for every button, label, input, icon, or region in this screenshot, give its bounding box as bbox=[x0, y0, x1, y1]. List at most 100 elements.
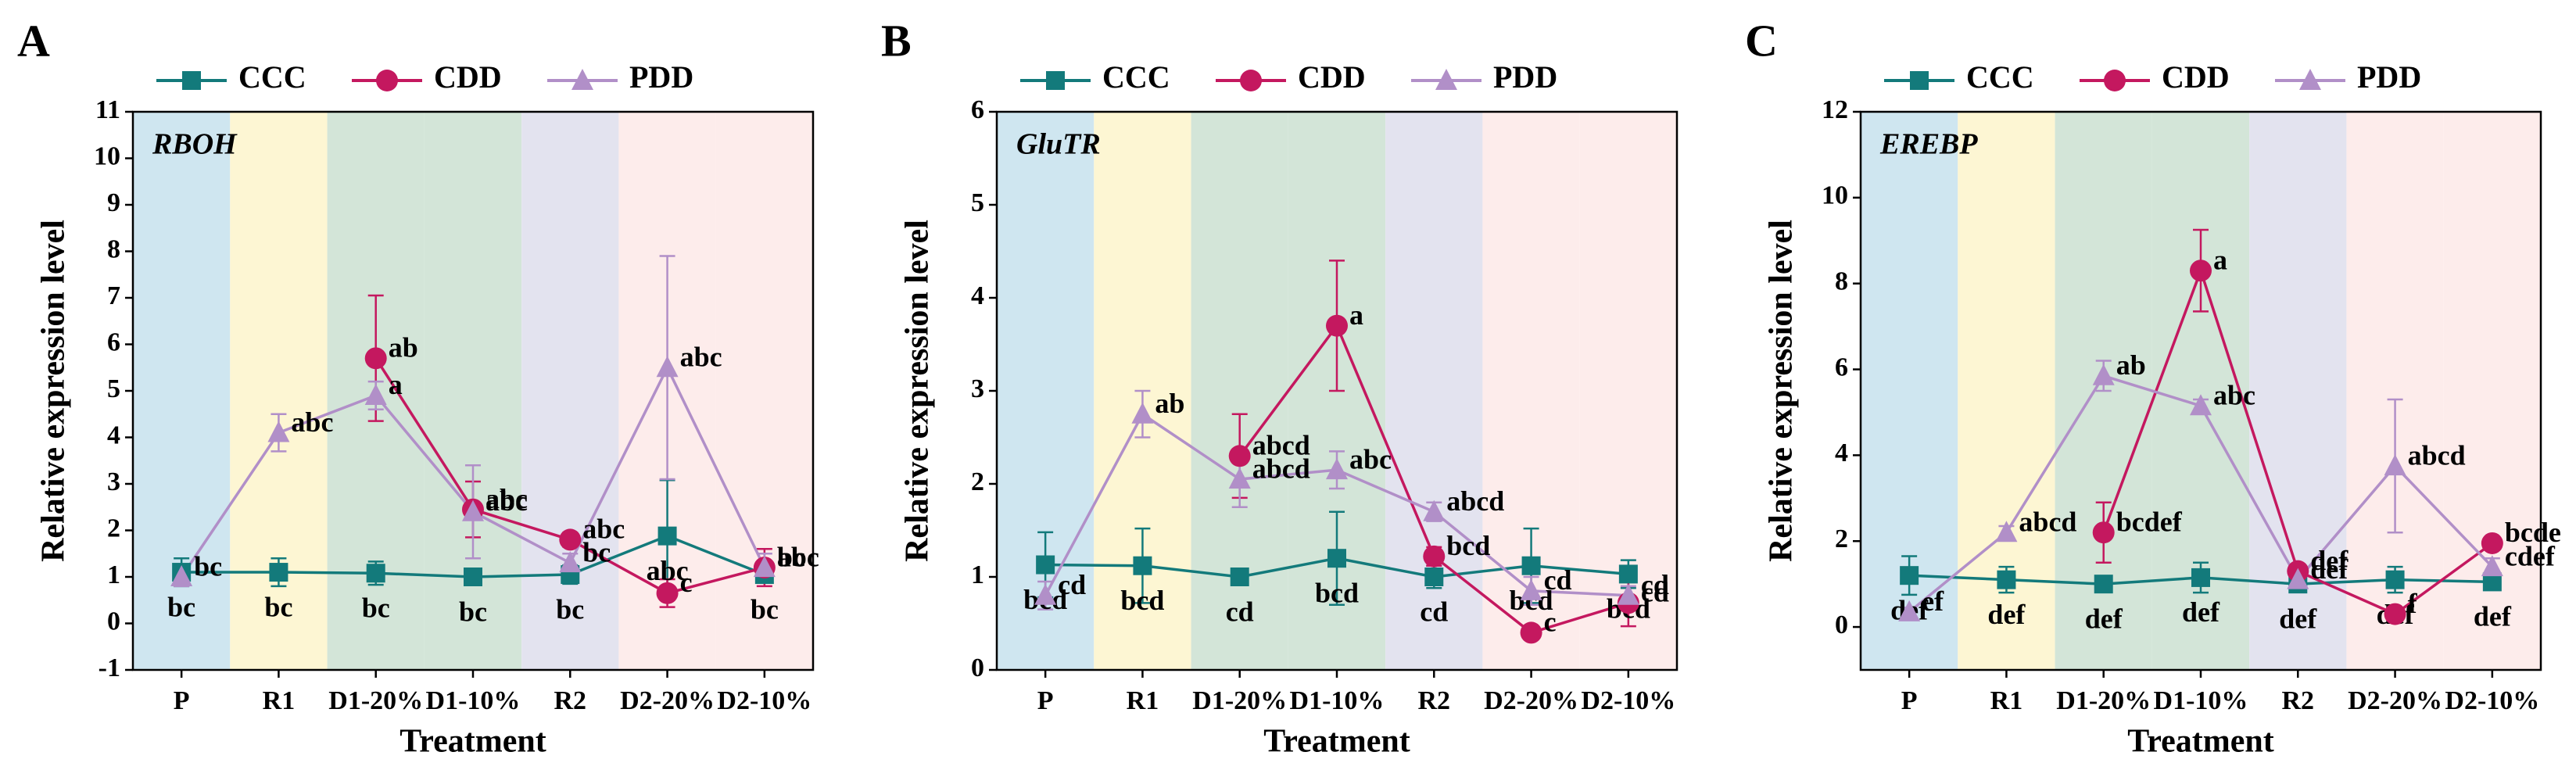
x-tick-label: D2-10% bbox=[1581, 686, 1675, 715]
significance-label: def bbox=[2310, 545, 2348, 576]
x-tick-label: R2 bbox=[2282, 686, 2315, 715]
significance-label: abcd bbox=[2408, 439, 2466, 471]
y-tick-label: 2 bbox=[1835, 525, 1848, 553]
point bbox=[656, 356, 679, 378]
legend-label: PDD bbox=[629, 59, 693, 95]
point bbox=[1997, 570, 2016, 589]
point bbox=[1618, 564, 1638, 584]
x-axis-title: Treatment bbox=[1263, 724, 1410, 760]
significance-label: abc bbox=[291, 406, 333, 438]
point bbox=[1326, 458, 1348, 480]
significance-label: bc bbox=[264, 591, 292, 622]
significance-label: abc bbox=[582, 514, 625, 545]
legend-marker bbox=[1435, 69, 1457, 90]
point bbox=[366, 564, 385, 583]
significance-label: ab bbox=[1155, 388, 1184, 419]
legend-marker bbox=[1910, 71, 1929, 90]
point bbox=[1898, 600, 1921, 621]
point bbox=[1133, 556, 1152, 575]
significance-label: ab bbox=[2116, 349, 2146, 381]
y-tick-label: 4 bbox=[107, 421, 120, 449]
point bbox=[2481, 555, 2503, 577]
significance-label: cd bbox=[1641, 577, 1669, 608]
legend-label: PDD bbox=[1493, 59, 1557, 95]
point bbox=[2190, 394, 2212, 416]
legend-marker bbox=[376, 70, 398, 91]
y-tick-label: 9 bbox=[107, 188, 120, 217]
significance-label: cd bbox=[1226, 596, 1254, 627]
y-tick-label: 7 bbox=[107, 281, 120, 310]
point bbox=[2190, 260, 2212, 282]
point bbox=[656, 582, 679, 604]
significance-label: bc bbox=[777, 541, 805, 572]
point bbox=[1617, 583, 1639, 605]
x-tick-label: P bbox=[1901, 686, 1918, 715]
legend-marker bbox=[571, 69, 593, 90]
x-tick-label: P bbox=[174, 686, 190, 715]
legend-marker bbox=[2299, 69, 2321, 90]
significance-label: cd bbox=[1544, 564, 1572, 596]
point bbox=[2384, 454, 2406, 476]
significance-label: f bbox=[2408, 588, 2418, 619]
point bbox=[1327, 549, 1346, 568]
significance-label: def bbox=[2474, 601, 2512, 632]
significance-label: bc bbox=[582, 536, 611, 568]
significance-label: bcd bbox=[1315, 577, 1359, 608]
significance-label: c bbox=[1544, 607, 1557, 638]
y-tick-label: 8 bbox=[107, 235, 120, 263]
significance-label: abc bbox=[647, 555, 689, 586]
significance-label: cd bbox=[1420, 596, 1448, 627]
significance-label: bcd bbox=[1446, 530, 1490, 561]
point bbox=[364, 347, 387, 370]
significance-label: abc bbox=[680, 342, 722, 373]
y-tick-label: 4 bbox=[971, 281, 984, 310]
significance-label: abcd bbox=[1446, 485, 1504, 517]
x-tick-label: D2-20% bbox=[620, 686, 715, 715]
significance-label: bcdef bbox=[2116, 507, 2183, 538]
panel-label: C bbox=[1745, 15, 1778, 66]
legend-marker bbox=[182, 71, 201, 90]
y-tick-label: 6 bbox=[1835, 353, 1848, 381]
legend-marker bbox=[1046, 71, 1065, 90]
y-axis-title: Relative expression level bbox=[900, 220, 936, 562]
y-tick-label: 4 bbox=[1835, 439, 1848, 467]
y-tick-label: 10 bbox=[94, 141, 120, 170]
point bbox=[1036, 555, 1055, 575]
point bbox=[2092, 521, 2115, 544]
y-tick-label: 1 bbox=[107, 560, 120, 589]
legend-label: CDD bbox=[2162, 59, 2230, 95]
x-tick-label: R2 bbox=[1418, 686, 1451, 715]
y-tick-label: 2 bbox=[971, 467, 984, 496]
point bbox=[2092, 363, 2115, 385]
significance-label: abcd bbox=[1252, 453, 1310, 484]
point bbox=[2287, 568, 2309, 589]
point bbox=[657, 526, 677, 546]
point bbox=[1034, 583, 1057, 605]
x-tick-label: D2-10% bbox=[2445, 686, 2539, 715]
y-tick-label: -1 bbox=[99, 653, 120, 682]
panel-label: B bbox=[881, 15, 912, 66]
y-tick-label: 10 bbox=[1822, 181, 1848, 210]
point bbox=[753, 556, 776, 578]
significance-label: bcd bbox=[1120, 585, 1164, 616]
x-tick-label: D1-20% bbox=[1192, 686, 1287, 715]
point bbox=[1230, 568, 1249, 586]
significance-label: abcd bbox=[2019, 507, 2076, 538]
y-tick-label: 6 bbox=[107, 328, 120, 356]
significance-label: bc bbox=[194, 550, 222, 582]
significance-label: abc bbox=[485, 483, 528, 514]
x-tick-label: D1-10% bbox=[426, 686, 521, 715]
x-tick-label: R1 bbox=[1990, 686, 2023, 715]
x-axis-title: Treatment bbox=[399, 724, 546, 760]
legend-label: CCC bbox=[1966, 59, 2034, 95]
x-tick-label: R2 bbox=[554, 686, 587, 715]
point bbox=[1423, 500, 1446, 521]
point bbox=[364, 383, 387, 405]
significance-label: ef bbox=[1922, 585, 1944, 617]
significance-label: bc bbox=[167, 591, 195, 622]
significance-label: c bbox=[680, 567, 693, 598]
point bbox=[462, 500, 484, 521]
significance-label: cd bbox=[1641, 569, 1669, 600]
x-tick-label: D2-10% bbox=[717, 686, 811, 715]
significance-label: def bbox=[2182, 596, 2220, 628]
